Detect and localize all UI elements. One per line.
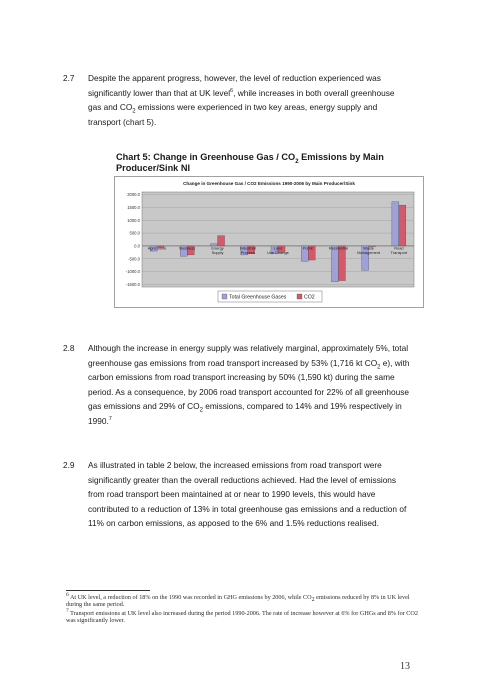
category-label-line2: Management — [357, 250, 381, 255]
legend-label-co2: CO2 — [304, 295, 315, 301]
plot-area — [141, 191, 415, 288]
category-label: Agriculture — [148, 246, 167, 251]
y-tick-label: -500.0 — [128, 256, 141, 261]
legend-label-total: Total Greenhouse Gases — [229, 295, 287, 301]
y-tick-label: 0.0 — [134, 244, 140, 249]
bar-co2 — [277, 245, 286, 253]
category-label: Energy — [211, 246, 223, 251]
bar-total — [361, 245, 369, 271]
chart-inner-title: Change in Greenhouse Gas / CO2 Emissions… — [183, 181, 355, 186]
y-tick-label: -1000.0 — [126, 269, 141, 274]
page-number: 13 — [400, 661, 410, 672]
y-tick-label: 500.0 — [130, 231, 141, 236]
section-number-2-8: 2.8 — [63, 343, 75, 353]
footnote-divider — [66, 590, 150, 591]
bar-co2 — [308, 245, 316, 261]
paragraph-2-8: Although the increase in energy supply w… — [88, 343, 410, 426]
bar-co2 — [398, 204, 407, 247]
footnote-6: 6 At UK level, a reduction of 18% on the… — [66, 591, 410, 609]
category-label: Land — [274, 246, 283, 251]
legend-swatch-co2 — [296, 293, 303, 300]
bar-co2 — [247, 245, 255, 254]
category-label: Waste — [363, 246, 374, 251]
category-label: Residential — [329, 246, 348, 251]
category-label: Public — [303, 246, 314, 251]
paragraph-2-7: Despite the apparent progress, however, … — [88, 73, 395, 127]
legend: Total Greenhouse Gases CO2 — [217, 290, 323, 303]
category-label-line2: Use Change — [267, 250, 289, 255]
category-label-line2: Supply — [212, 250, 224, 255]
bar-co2 — [156, 245, 165, 248]
bar-co2 — [368, 245, 376, 247]
y-tick-label: 1000.0 — [127, 218, 140, 223]
category-label: Business — [179, 246, 195, 251]
emissions-chart: Change in Greenhouse Gas / CO2 Emissions… — [114, 176, 424, 308]
category-label: Industrial — [240, 246, 256, 251]
y-tick-label: 2000.0 — [127, 192, 140, 197]
bar-total — [331, 245, 339, 283]
y-tick-labels: 2000.0 1500.0 1000.0 500.0 0.0 -500.0 -1000.0 -… — [126, 192, 141, 287]
footnote-7: 7 Transport emissions at UK level also i… — [66, 607, 418, 625]
category-label: Road — [394, 246, 403, 251]
y-tick-label: -1500.0 — [126, 282, 141, 287]
chart-caption: Chart 5: Change in Greenhouse Gas / CO2 … — [116, 152, 384, 173]
legend-swatch-total — [221, 293, 228, 300]
section-number-2-9: 2.9 — [63, 460, 75, 470]
bar-co2 — [338, 245, 346, 281]
bar-co2 — [187, 245, 195, 256]
paragraph-2-9: As illustrated in table 2 below, the inc… — [88, 460, 407, 529]
legend-box — [217, 290, 323, 303]
category-label-line2: Transport — [391, 250, 408, 255]
bar-total — [391, 201, 400, 247]
category-label-line2: Process — [241, 250, 255, 255]
bar-total — [149, 245, 158, 252]
bar-co2 — [217, 235, 225, 247]
bars — [149, 201, 407, 283]
y-tick-label: 1500.0 — [127, 205, 140, 210]
section-number-2-7: 2.7 — [63, 73, 75, 83]
